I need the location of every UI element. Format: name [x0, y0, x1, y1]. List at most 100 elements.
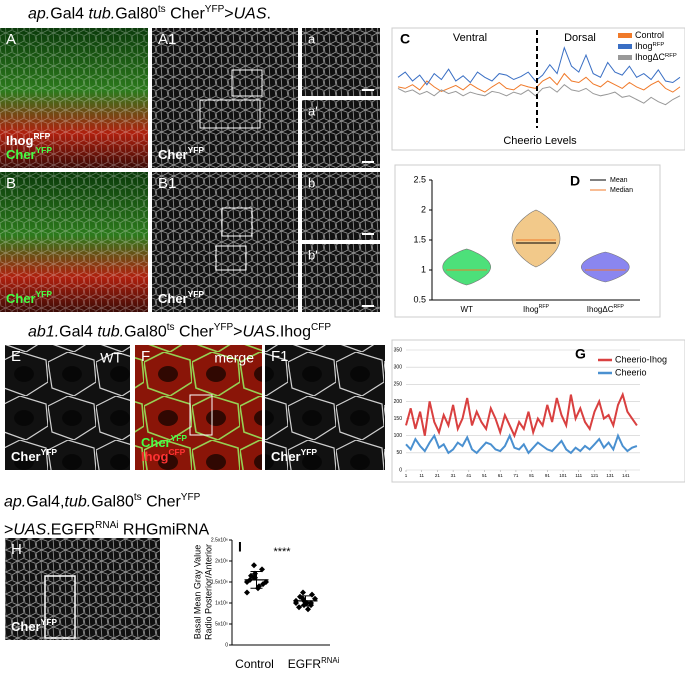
heading-part: CFP: [310, 322, 331, 333]
x-tick-label: 1: [405, 473, 408, 478]
legend-label: Median: [610, 187, 633, 194]
heading: ab1.Gal4 tub.Gal80ts CherYFP>UAS.IhogCFP: [28, 322, 331, 341]
panel-letter: b: [308, 175, 315, 190]
heading-part: UAS: [13, 521, 47, 539]
y-tick-label: 50: [396, 450, 402, 456]
x-tick-label-main: EGFR: [288, 657, 322, 671]
panel-letter: a: [308, 31, 316, 46]
legend-label-main: Ihog: [635, 41, 653, 51]
panel-letter: G: [575, 346, 586, 362]
x-tick-label: 91: [545, 473, 551, 478]
y-axis-label: Radio Posterior/Anterior: [203, 544, 213, 640]
heading-part: RNAi: [95, 520, 119, 532]
legend-swatch: [618, 33, 632, 38]
x-tick-label: IhogRFP: [523, 304, 549, 314]
panel-label: IhogCFP: [141, 447, 186, 464]
y-tick-label: 2: [421, 204, 426, 214]
panel-tag: merge: [214, 350, 254, 366]
data-point: [256, 583, 262, 590]
panel-label-sup: YFP: [171, 433, 188, 443]
y-tick-label: 100: [394, 433, 403, 439]
x-tick-label: 71: [513, 473, 519, 478]
y-tick-label: 1x10⁶: [215, 600, 228, 606]
legend-label: Mean: [610, 177, 628, 184]
panel-letter: F1: [271, 348, 289, 365]
panel-letter: H: [11, 541, 22, 558]
heading-part: ts: [133, 492, 142, 503]
heading-part: .: [266, 5, 271, 23]
legend-label: Cheerio-Ihog: [615, 354, 667, 364]
zoom-box: [231, 69, 263, 97]
violin: [580, 251, 630, 283]
y-tick-label: 200: [394, 399, 403, 405]
chart-frame: [391, 27, 685, 151]
heading-part: Gal80: [91, 493, 134, 511]
micrograph-texture: [152, 172, 298, 312]
panel-label: CherYFP: [11, 617, 57, 634]
panel-label-main: Cher: [6, 291, 36, 306]
panel-label: IhogRFP: [6, 131, 51, 148]
data-point: [305, 606, 311, 613]
y-tick-label: 2.5x10⁶: [211, 537, 228, 543]
panel-label-sup: YFP: [41, 617, 58, 627]
micrograph-texture: [135, 345, 262, 470]
panel-label-main: Cher: [141, 435, 171, 450]
panel-label: CherYFP: [6, 289, 52, 306]
x-tick-label: 81: [529, 473, 535, 478]
x-tick-label-main: WT: [460, 305, 473, 314]
panel-label-sup: CFP: [168, 447, 185, 457]
x-tick-label: 31: [451, 473, 457, 478]
series-line: [397, 72, 681, 93]
heading-part: YFP: [204, 4, 225, 15]
y-tick-label: 0.5: [413, 294, 426, 304]
series-line: [397, 46, 681, 86]
heading-part: Cher: [141, 493, 181, 511]
panel-label: CherYFP: [158, 145, 204, 162]
panel-letter: B: [6, 175, 16, 192]
x-tick-label-main: Ihog: [523, 305, 539, 314]
heading-part: tub.: [97, 323, 125, 341]
heading-part: Cher: [174, 323, 214, 341]
error-bar: [250, 571, 263, 589]
zoom-box: [215, 245, 247, 271]
panel-letter: A: [6, 31, 16, 48]
panel-letter: D: [570, 173, 580, 189]
micrograph-texture: [152, 28, 298, 168]
heading-part: Gal4,: [26, 493, 65, 511]
y-tick-label: 0: [225, 642, 228, 648]
series-line: [397, 84, 681, 106]
panel-label: CherYFP: [11, 447, 57, 464]
heading-part: .Ihog: [275, 323, 311, 341]
x-tick-label-main: IhogΔC: [587, 305, 614, 314]
x-tick-label: EGFRRNAi: [288, 656, 340, 672]
micrograph-texture: [5, 538, 160, 640]
micrograph-texture: [265, 345, 385, 470]
heading-part: YFP: [213, 322, 234, 333]
heading: ap.Gal4,tub.Gal80ts CherYFP >UAS.EGFRRNAi…: [4, 486, 209, 543]
legend-label-main: Control: [635, 30, 664, 40]
panel-tag: WT: [100, 350, 122, 366]
y-tick-label: 2x10⁶: [215, 558, 228, 564]
micrograph-texture: [0, 172, 148, 312]
panel-letter: b': [308, 247, 318, 262]
panel-label-sup: YFP: [36, 289, 53, 299]
x-tick-label-sup: RFP: [539, 304, 550, 310]
y-axis-label: Basal Mean Gray Value: [192, 545, 202, 639]
panel-label: CherYFP: [158, 289, 204, 306]
legend-swatch: [618, 44, 632, 49]
heading-part: Gal4: [50, 5, 89, 23]
panel-letter: I: [238, 539, 242, 555]
heading-part: Gal80: [124, 323, 167, 341]
x-tick-label: 111: [575, 473, 582, 478]
data-point: [259, 566, 265, 573]
heading: ap.Gal4 tub.Gal80ts CherYFP>UAS.: [28, 4, 271, 23]
heading-part: ts: [157, 4, 166, 15]
y-tick-label: 1: [421, 264, 426, 274]
panel-letter: a': [308, 103, 318, 118]
legend-label-sup: RFP: [653, 42, 665, 48]
zoom-box: [44, 575, 76, 639]
violin: [442, 248, 492, 286]
significance: ****: [273, 546, 291, 558]
y-tick-label: 300: [394, 364, 403, 370]
heading-part: YFP: [180, 492, 201, 503]
